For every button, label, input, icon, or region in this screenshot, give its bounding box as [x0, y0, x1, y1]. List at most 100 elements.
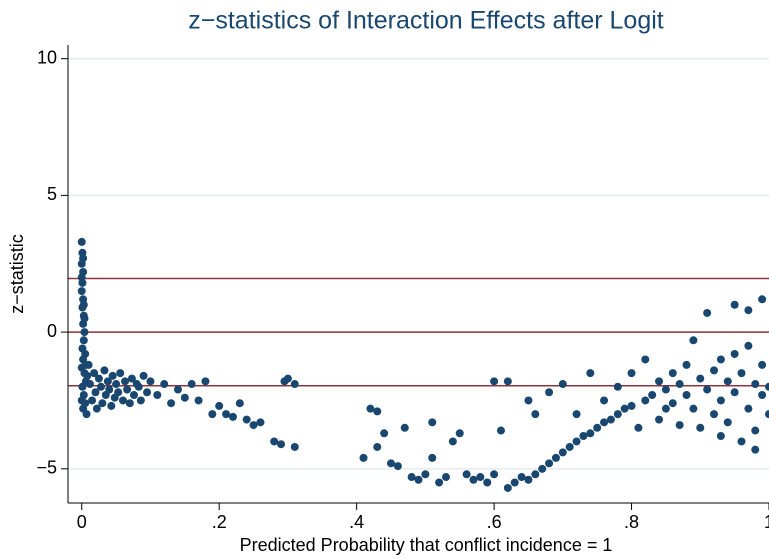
- point: [108, 371, 117, 380]
- point: [510, 478, 519, 487]
- point: [682, 360, 691, 369]
- point: [78, 382, 87, 391]
- point: [448, 437, 457, 446]
- point: [703, 385, 712, 394]
- point: [94, 374, 103, 383]
- point: [524, 475, 533, 484]
- point: [228, 412, 237, 421]
- point: [675, 421, 684, 430]
- point: [668, 399, 677, 408]
- point: [462, 470, 471, 479]
- point: [160, 380, 169, 389]
- x-tick-label: .2: [212, 512, 227, 532]
- point: [730, 388, 739, 397]
- point: [661, 404, 670, 413]
- point: [696, 423, 705, 432]
- point: [675, 380, 684, 389]
- point: [613, 382, 622, 391]
- point: [359, 453, 368, 462]
- point: [373, 407, 382, 416]
- point: [77, 237, 86, 246]
- point: [270, 437, 279, 446]
- point: [483, 478, 492, 487]
- point: [80, 314, 89, 323]
- point: [105, 385, 114, 394]
- x-tick-label: .4: [349, 512, 364, 532]
- point: [77, 396, 86, 405]
- point: [744, 341, 753, 350]
- point: [290, 380, 299, 389]
- point: [551, 453, 560, 462]
- point: [627, 401, 636, 410]
- point: [469, 475, 478, 484]
- point: [586, 429, 595, 438]
- point: [387, 459, 396, 468]
- point: [139, 371, 148, 380]
- point: [565, 442, 574, 451]
- point: [136, 396, 145, 405]
- point: [668, 369, 677, 378]
- chart-title: z−statistics of Interaction Effects afte…: [188, 7, 664, 35]
- point: [129, 390, 138, 399]
- point: [77, 273, 86, 282]
- point: [723, 377, 732, 386]
- point: [716, 396, 725, 405]
- point: [407, 473, 416, 482]
- point: [455, 429, 464, 438]
- point: [441, 473, 450, 482]
- point: [558, 380, 567, 389]
- point: [531, 410, 540, 419]
- point: [476, 473, 485, 482]
- point: [380, 429, 389, 438]
- point: [765, 382, 769, 391]
- point: [620, 404, 629, 413]
- point: [428, 418, 437, 427]
- point: [579, 432, 588, 441]
- point: [696, 374, 705, 383]
- y-axis-label: z−statistic: [7, 234, 27, 314]
- point: [572, 410, 581, 419]
- point: [143, 388, 152, 397]
- point: [123, 385, 132, 394]
- point: [373, 442, 382, 451]
- point: [146, 377, 155, 386]
- point: [242, 415, 251, 424]
- point: [600, 396, 609, 405]
- point: [689, 336, 698, 345]
- x-tick-label: .6: [487, 512, 502, 532]
- point: [114, 388, 123, 397]
- point: [751, 445, 760, 454]
- point: [586, 369, 595, 378]
- x-tick-label: 0: [77, 512, 87, 532]
- point: [545, 459, 554, 468]
- point: [77, 287, 86, 296]
- point: [593, 423, 602, 432]
- point: [125, 399, 134, 408]
- point: [290, 442, 299, 451]
- point: [84, 360, 93, 369]
- point: [180, 393, 189, 402]
- point: [393, 462, 402, 471]
- point: [280, 377, 289, 386]
- point: [118, 396, 127, 405]
- point: [716, 432, 725, 441]
- point: [92, 404, 101, 413]
- point: [606, 415, 615, 424]
- point: [751, 380, 760, 389]
- point: [613, 410, 622, 419]
- point: [235, 399, 244, 408]
- point: [744, 306, 753, 315]
- point: [153, 390, 162, 399]
- y-tick-label: 0: [47, 321, 57, 341]
- point: [79, 254, 88, 263]
- point: [428, 453, 437, 462]
- point: [730, 300, 739, 309]
- point: [751, 426, 760, 435]
- point: [641, 355, 650, 364]
- point: [222, 410, 231, 419]
- point: [112, 380, 121, 389]
- point: [758, 295, 767, 304]
- point: [85, 380, 94, 389]
- point: [655, 377, 664, 386]
